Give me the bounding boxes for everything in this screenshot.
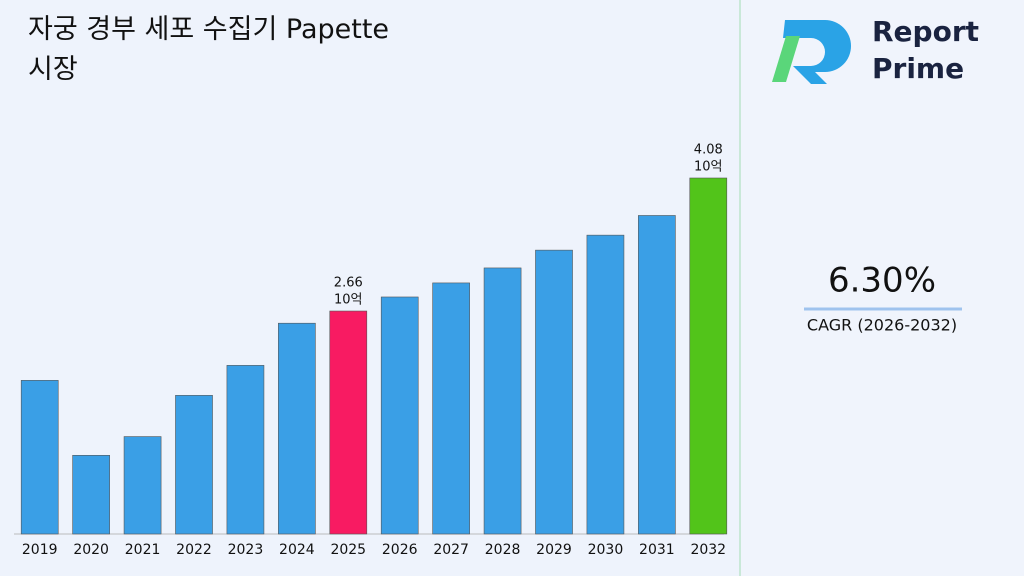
kpi-label: CAGR (2026-2032) (807, 316, 957, 335)
x-tick-label: 2019 (22, 542, 58, 558)
x-tick-label: 2027 (433, 542, 469, 558)
bar (432, 282, 470, 535)
x-tick-label: 2023 (228, 542, 264, 558)
bar (226, 365, 265, 535)
value-label: 4.08 (694, 143, 723, 158)
x-tick-label: 2032 (690, 542, 726, 558)
logo: Report Prime (772, 15, 979, 85)
bar (483, 267, 522, 535)
value-label: 2.66 (334, 276, 363, 291)
title-line: 시장 (28, 54, 78, 85)
bar (380, 296, 419, 535)
bar (123, 436, 162, 535)
side-panel (740, 0, 1024, 576)
x-tick-label: 2026 (382, 542, 418, 558)
brand-line2: Prime (872, 52, 964, 85)
bar (329, 310, 368, 535)
x-tick-label: 2025 (330, 542, 366, 558)
bar (689, 177, 728, 535)
x-tick-label: 2022 (176, 542, 212, 558)
x-tick-label: 2031 (639, 542, 675, 558)
value-unit: 10억 (694, 160, 723, 175)
bar (586, 234, 625, 535)
x-tick-label: 2030 (588, 542, 624, 558)
bar (175, 395, 213, 535)
kpi-value: 6.30% (828, 261, 936, 301)
chart-title: 자궁 경부 세포 수집기 Papette 시장 (28, 14, 398, 85)
x-tick-label: 2020 (73, 542, 109, 558)
x-tick-label: 2021 (125, 542, 161, 558)
bar (72, 455, 110, 535)
bar (20, 380, 59, 535)
bar (278, 322, 316, 535)
x-tick-label: 2028 (485, 542, 521, 558)
value-unit: 10억 (334, 293, 363, 308)
x-tick-label: 2029 (536, 542, 572, 558)
title-line: 자궁 경부 세포 수집기 Papette (28, 14, 398, 45)
bar (535, 249, 573, 535)
brand-line1: Report (872, 15, 979, 48)
bar (638, 215, 676, 535)
x-tick-label: 2024 (279, 542, 315, 558)
